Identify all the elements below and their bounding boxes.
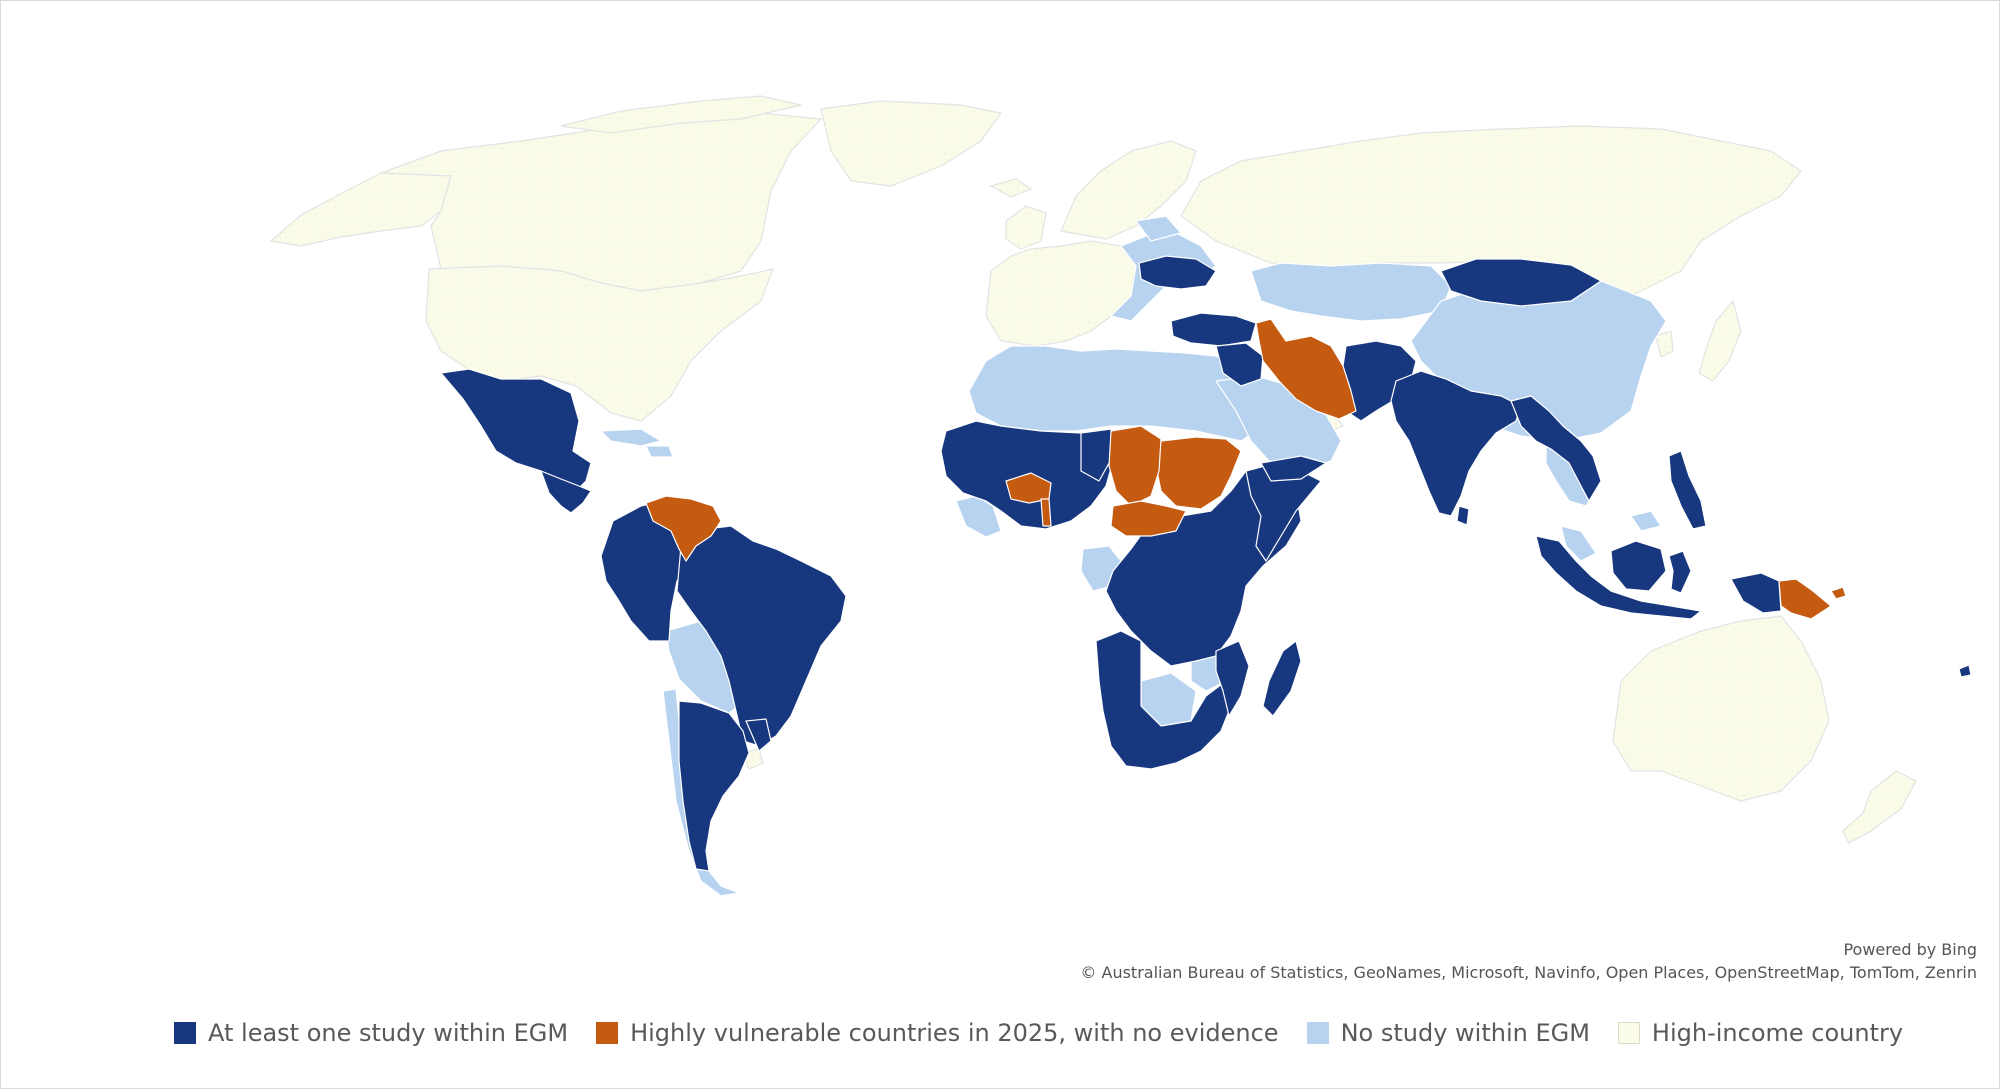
region-east-africa[interactable] bbox=[1105, 470, 1302, 667]
region-mexico[interactable] bbox=[440, 368, 592, 497]
region-sri-lanka[interactable] bbox=[1456, 505, 1470, 526]
region-west-papua[interactable] bbox=[1730, 572, 1782, 614]
study-regions bbox=[440, 255, 1972, 872]
map-legend: At least one study within EGM Highly vul… bbox=[174, 1015, 1903, 1051]
legend-item-high-income: High-income country bbox=[1617, 1019, 1904, 1047]
region-levant[interactable] bbox=[1215, 342, 1264, 387]
region-venezuela[interactable] bbox=[645, 495, 722, 562]
legend-swatch-no-study bbox=[1306, 1022, 1329, 1044]
vulnerable-regions bbox=[645, 318, 1847, 620]
region-paraguay[interactable] bbox=[745, 718, 772, 752]
world-map[interactable] bbox=[1, 1, 2000, 931]
legend-label-high-income: High-income country bbox=[1651, 1019, 1904, 1047]
region-indochina[interactable] bbox=[1510, 395, 1602, 502]
powered-by-text: Powered by Bing bbox=[1843, 940, 1977, 959]
region-ukraine[interactable] bbox=[1138, 255, 1217, 290]
region-indonesia[interactable] bbox=[1535, 535, 1702, 620]
high-income-regions bbox=[269, 95, 1917, 844]
region-mozambique[interactable] bbox=[1215, 640, 1250, 717]
region-papua-new-guinea[interactable] bbox=[1778, 578, 1832, 620]
legend-swatch-high-income bbox=[1617, 1022, 1640, 1044]
region-uk[interactable] bbox=[1005, 205, 1047, 250]
region-sudan[interactable] bbox=[1155, 436, 1242, 510]
region-canada[interactable] bbox=[380, 112, 823, 292]
copyright-text: © Australian Bureau of Statistics, GeoNa… bbox=[1080, 963, 1977, 982]
legend-swatch-study bbox=[174, 1022, 196, 1044]
region-solomon-islands[interactable] bbox=[1830, 586, 1847, 600]
region-mongolia[interactable] bbox=[1440, 258, 1602, 307]
region-north-africa[interactable] bbox=[968, 345, 1257, 442]
region-pacific-islands[interactable] bbox=[1630, 510, 1662, 532]
region-western-europe[interactable] bbox=[985, 240, 1137, 347]
legend-item-no-study: No study within EGM bbox=[1306, 1019, 1590, 1047]
region-caribbean[interactable] bbox=[600, 428, 674, 458]
region-niger[interactable] bbox=[1080, 428, 1114, 482]
region-belarus[interactable] bbox=[1135, 215, 1182, 242]
map-attribution: Powered by Bing © Australian Bureau of S… bbox=[1080, 938, 1977, 984]
region-japan[interactable] bbox=[1698, 299, 1742, 382]
legend-label-vulnerable: Highly vulnerable countries in 2025, wit… bbox=[630, 1019, 1279, 1047]
region-south-korea[interactable] bbox=[1655, 330, 1674, 358]
region-central-america[interactable] bbox=[540, 470, 592, 514]
region-philippines[interactable] bbox=[1668, 450, 1707, 530]
region-india[interactable] bbox=[1390, 370, 1522, 517]
region-iceland[interactable] bbox=[989, 178, 1033, 198]
region-kazakhstan[interactable] bbox=[1250, 262, 1452, 322]
region-malaysia[interactable] bbox=[1560, 525, 1597, 562]
legend-label-study: At least one study within EGM bbox=[208, 1019, 569, 1047]
legend-item-study: At least one study within EGM bbox=[174, 1019, 568, 1047]
region-brazil[interactable] bbox=[676, 525, 847, 747]
legend-label-no-study: No study within EGM bbox=[1340, 1019, 1590, 1047]
region-chad[interactable] bbox=[1108, 425, 1162, 507]
region-yemen[interactable] bbox=[1260, 455, 1327, 482]
region-madagascar[interactable] bbox=[1262, 640, 1302, 717]
region-australia[interactable] bbox=[1612, 615, 1830, 802]
region-sulawesi[interactable] bbox=[1668, 550, 1692, 594]
region-turkey[interactable] bbox=[1170, 312, 1257, 347]
region-argentina[interactable] bbox=[678, 700, 750, 872]
region-central-african-republic[interactable] bbox=[1110, 500, 1187, 537]
region-fiji[interactable] bbox=[1958, 664, 1972, 678]
region-greenland[interactable] bbox=[820, 100, 1003, 187]
region-borneo[interactable] bbox=[1610, 540, 1667, 592]
region-new-zealand[interactable] bbox=[1842, 770, 1917, 844]
region-togo[interactable] bbox=[1040, 498, 1052, 527]
region-canada-arctic[interactable] bbox=[560, 95, 802, 134]
legend-swatch-vulnerable bbox=[596, 1022, 619, 1044]
region-iran[interactable] bbox=[1255, 318, 1357, 420]
legend-item-vulnerable: Highly vulnerable countries in 2025, wit… bbox=[596, 1019, 1279, 1047]
region-alaska[interactable] bbox=[269, 165, 452, 247]
world-map-canvas bbox=[269, 95, 1972, 897]
region-scandinavia[interactable] bbox=[1060, 140, 1197, 240]
